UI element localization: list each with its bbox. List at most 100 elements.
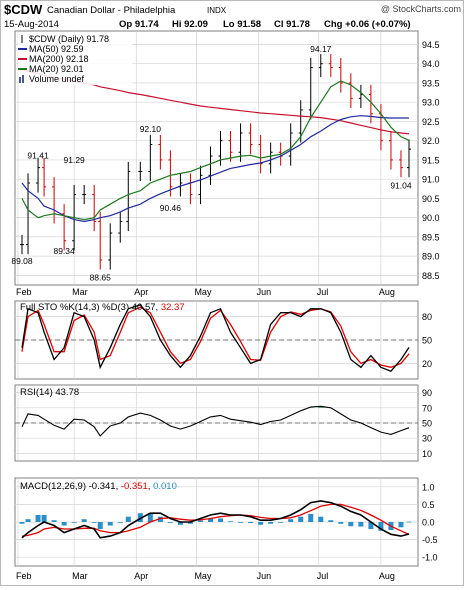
quote-low: Lo 91.58 [223,19,261,30]
macd-histogram-bar [406,521,412,523]
macd-histogram-bar [338,522,344,524]
macd-histogram-bar [125,516,131,522]
rsi-y-axis: 10 30 50 70 90 [422,388,432,459]
macd-label: MACD(12,26,9) -0.341, -0.351, 0.010 [20,481,177,492]
macd-histogram-bar [318,516,324,522]
watermark: @ StockCharts.com [381,4,461,14]
sto-k-line [21,304,410,372]
rsi-tick-label: 90 [422,388,432,398]
price-annotation: 88.65 [90,273,112,283]
macd-histogram-bar [248,522,254,524]
sto-d-value: 32.37 [161,302,185,313]
macd-histogram-bar [358,522,364,527]
macd-histogram-bar [51,520,57,522]
price-tick-label: 90.0 [422,213,440,223]
macd-histogram-bar [71,522,77,523]
x-tick-label: Jul [317,571,329,581]
macd-histogram-bar [328,520,334,522]
price-annotation: 91.41 [27,150,49,160]
legend-background [18,33,132,85]
macd-histogram-bar [207,518,213,522]
volume-bars-icon [22,75,24,83]
price-panel: 89.08 91.41 89.34 91.29 88.65 92.10 90.46 94.17… [11,30,440,286]
macd-tick-label: 0.5 [422,500,435,510]
legend-ma50: MA(50) 92.59 [29,44,84,54]
sto-y-axis: 20 50 80 [422,312,432,369]
macd-y-axis: -1.0 -0.5 0.0 0.5 1.0 [422,482,438,562]
macd-sep1: , [116,481,121,492]
macd-histogram-bar [61,522,67,526]
x-tick-label: Jul [317,287,329,297]
chart-symbol: $CDW [4,2,43,17]
macd-label-prefix: MACD(12,26,9) [20,481,89,492]
price-annotation: 91.04 [390,181,412,191]
price-tick-label: 92.0 [422,136,440,146]
quote-high: Hi 92.09 [172,19,208,30]
macd-histogram-bar [41,514,47,522]
macd-tick-label: 0.0 [422,518,435,528]
macd-histogram-bar [197,520,203,522]
price-annotation: 94.17 [310,44,332,54]
x-tick-label: May [194,287,212,297]
macd-tick-label: -1.0 [422,553,438,563]
price-tick-label: 93.0 [422,98,440,108]
price-annotations: 89.08 91.41 89.34 91.29 88.65 92.10 90.46 94.17… [11,44,412,282]
rsi-gridlines [15,385,418,461]
price-annotation: 91.29 [64,155,86,165]
rsi-tick-label: 70 [422,403,432,413]
price-tick-label: 89.0 [422,252,440,262]
macd-tick-label: 1.0 [422,482,435,492]
macd-panel: -1.0 -0.5 0.0 0.5 1.0 MACD(12,26,9) -0.341, … [14,477,438,567]
macd-histogram-bar [25,519,31,522]
quote-open: Op 91.74 [119,19,159,30]
price-tick-label: 93.5 [422,78,440,88]
x-tick-label: Jun [257,571,272,581]
macd-histogram-bar [288,519,294,522]
price-x-axis: Feb Mar Apr May Jun Jul Aug [16,287,395,297]
price-annotation: 92.10 [140,124,162,134]
x-tick-label: Mar [72,571,88,581]
macd-histogram-bar [228,521,234,523]
x-tick-label: Apr [134,571,148,581]
macd-histogram-bar [348,522,354,527]
price-annotation: 89.34 [53,246,75,256]
macd-histogram-bar [298,516,304,522]
chart-instrument-name: Canadian Dollar - Philadelphia [47,5,176,16]
macd-histogram-bar [308,513,314,522]
ma50-line [21,115,409,223]
macd-value: -0.341 [89,481,116,492]
rsi-line [21,405,410,437]
sto-k-value: 40.57 [132,302,156,313]
macd-histogram-bar [187,522,193,524]
macd-histogram-bar [378,522,384,531]
price-gridlines [15,31,418,285]
sto-tick-label: 80 [422,312,432,322]
legend-ma200: MA(200) 92.18 [29,54,89,64]
price-tick-label: 91.0 [422,175,440,185]
rsi-panel: 10 30 50 70 90 RSI(14) 43.78 [14,384,432,462]
macd-sep2: , [148,481,153,492]
macd-histogram-bar [35,514,41,522]
volume-bars-icon [19,77,21,83]
price-tick-label: 90.5 [422,194,440,204]
macd-histogram-bar [117,522,123,523]
sto-label: Full STO %K(14,3) %D(3) 40.57, 32.37 [20,302,185,313]
x-tick-label: May [194,571,212,581]
macd-histogram-bar [218,518,224,522]
price-annotation: 90.46 [160,203,182,213]
ma20-line [21,80,410,221]
rsi-tick-label: 30 [422,434,432,444]
x-tick-label: Apr [134,287,148,297]
macd-gridlines [15,478,418,566]
rsi-label: RSI(14) 43.78 [20,387,79,398]
macd-histogram-bar [268,522,274,524]
macd-histogram-bar [81,519,87,522]
legend-price: $CDW (Daily) 91.78 [29,34,109,44]
x-tick-label: Feb [16,571,32,581]
stochastic-panel: 20 50 80 Full STO %K(14,3) %D(3) 40.57, 32… [14,300,432,380]
macd-histogram-bar [238,522,244,523]
price-bars [20,54,411,270]
macd-histogram-bar [398,522,404,528]
macd-histogram-bar [368,522,374,530]
